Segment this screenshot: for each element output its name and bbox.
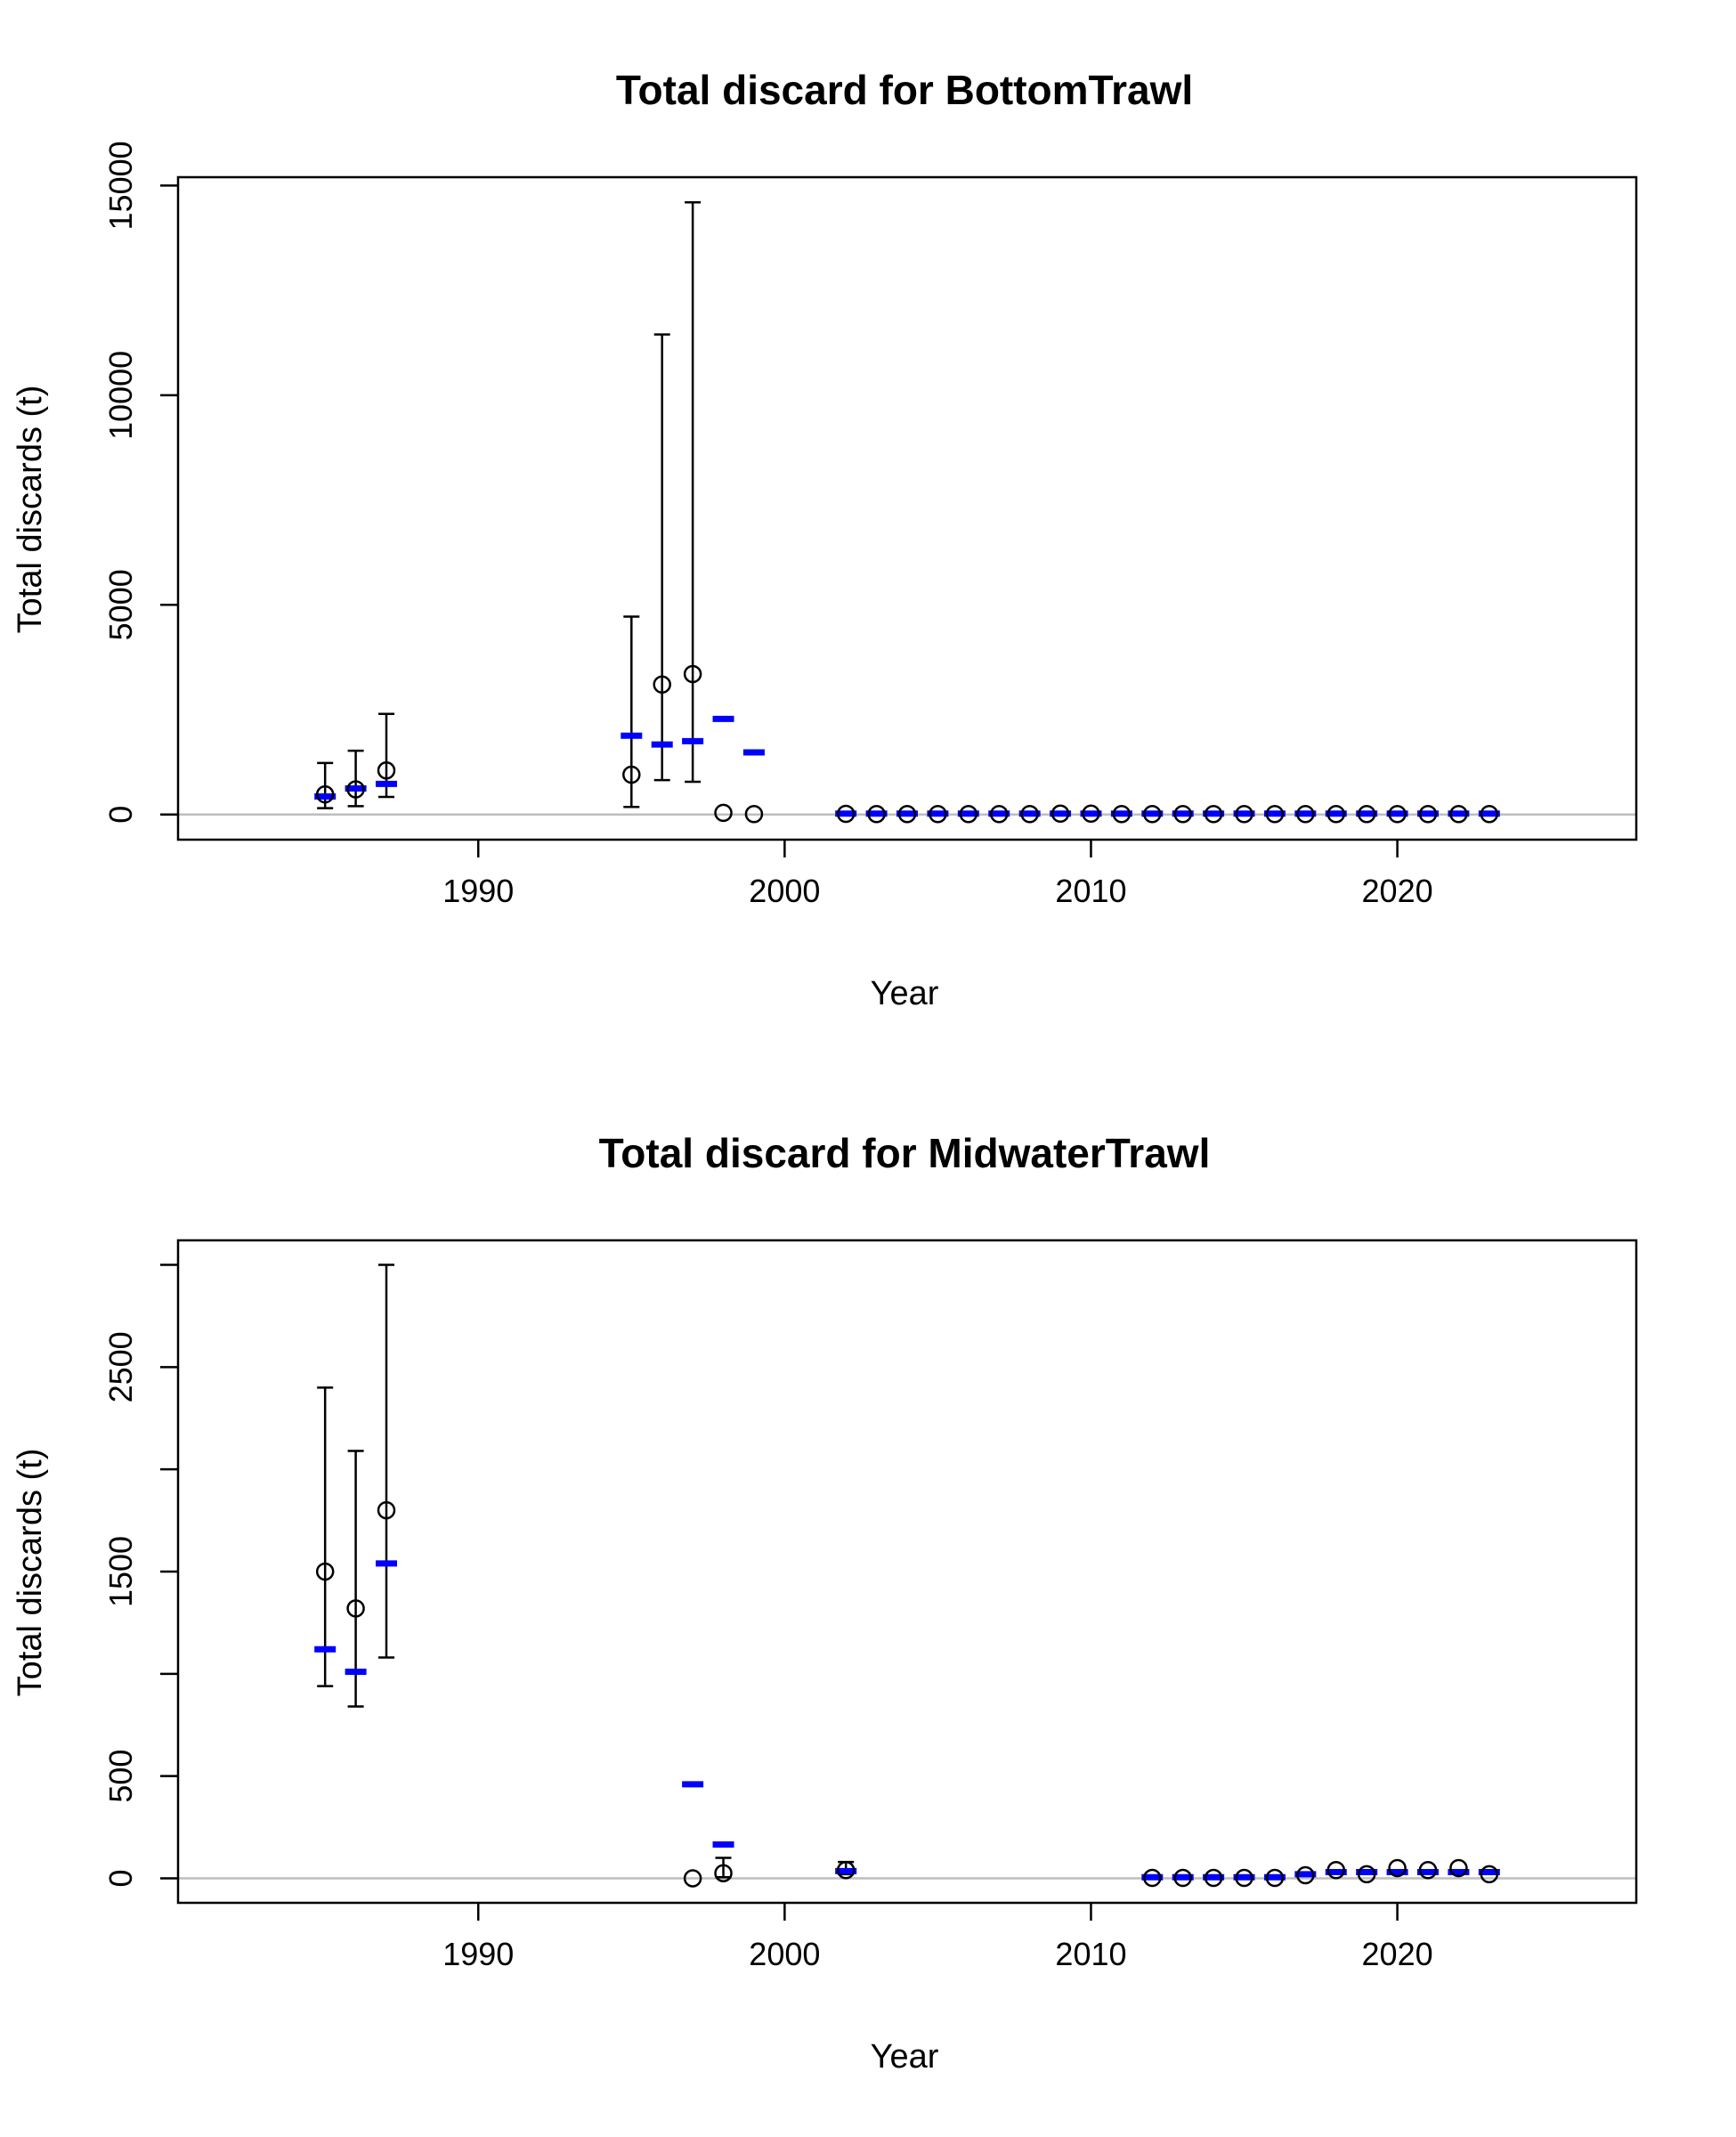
midwatertrawl-panel: Total discard for MidwaterTrawl Year Tot… bbox=[12, 1130, 1638, 2076]
observed-discard-point bbox=[1480, 1865, 1499, 1884]
observed-discard-point bbox=[1296, 805, 1315, 824]
observed-discard-point bbox=[1480, 805, 1499, 824]
observed-discard-point bbox=[959, 805, 978, 824]
x-tick-label: 2020 bbox=[1362, 1936, 1433, 1972]
observed-discard-point bbox=[1296, 1865, 1315, 1885]
observed-discard-point bbox=[744, 805, 764, 824]
x-tick-label: 2010 bbox=[1055, 873, 1126, 909]
observed-discard-point bbox=[346, 780, 365, 799]
x-tick-label: 2000 bbox=[749, 873, 820, 909]
observed-discard-point bbox=[1449, 805, 1468, 824]
observed-discard-point bbox=[653, 675, 671, 695]
observed-discard-point bbox=[315, 784, 335, 804]
plot-frame bbox=[176, 1239, 1638, 1905]
observed-discard-point bbox=[1204, 805, 1223, 824]
chart-title: Total discard for MidwaterTrawl bbox=[599, 1130, 1211, 1176]
y-tick-label: 0 bbox=[102, 1869, 139, 1887]
y-tick-label: 10000 bbox=[102, 351, 139, 440]
observed-discard-point bbox=[1082, 804, 1100, 824]
x-axis-label: Year bbox=[871, 2038, 939, 2076]
y-tick-label: 15000 bbox=[102, 141, 139, 230]
bottomtrawl-panel: Total discard for BottomTrawl Year Total… bbox=[12, 67, 1638, 1012]
plot-frame bbox=[176, 175, 1638, 841]
observed-discard-point bbox=[1204, 1868, 1223, 1888]
observed-discard-point bbox=[1143, 1868, 1162, 1888]
observed-discard-point bbox=[683, 664, 702, 684]
observed-discard-point bbox=[1326, 1861, 1346, 1880]
observed-discard-point bbox=[989, 805, 1009, 824]
observed-discard-point bbox=[377, 1500, 396, 1520]
observed-discard-point bbox=[346, 1599, 365, 1618]
y-tick-label: 1500 bbox=[102, 1536, 139, 1607]
y-axis-label: Total discards (t) bbox=[12, 386, 49, 634]
observed-discard-point bbox=[1143, 805, 1162, 824]
observed-discard-point bbox=[1449, 1858, 1468, 1878]
observed-discard-point bbox=[867, 805, 886, 824]
x-axis-label: Year bbox=[871, 975, 939, 1012]
observed-discard-point bbox=[836, 1861, 856, 1880]
observed-discard-point bbox=[1173, 805, 1192, 824]
observed-discard-point bbox=[377, 761, 396, 780]
observed-discard-point bbox=[1173, 1868, 1192, 1888]
y-tick-label: 0 bbox=[102, 806, 139, 824]
x-tick-label: 2000 bbox=[749, 1936, 820, 1972]
chart-title: Total discard for BottomTrawl bbox=[616, 67, 1193, 113]
observed-discard-point bbox=[836, 804, 856, 824]
x-tick-label: 2010 bbox=[1055, 1936, 1126, 1972]
observed-discard-point bbox=[1418, 1861, 1438, 1880]
y-tick-label: 500 bbox=[102, 1750, 139, 1803]
observed-discard-point bbox=[1265, 805, 1285, 824]
observed-discard-point bbox=[1418, 805, 1438, 824]
observed-discard-point bbox=[1235, 1868, 1253, 1888]
observed-discard-point bbox=[683, 1869, 702, 1888]
observed-discard-point bbox=[1388, 1858, 1407, 1878]
observed-discard-point bbox=[1357, 805, 1376, 824]
x-tick-label: 1990 bbox=[442, 1936, 514, 1972]
observed-discard-point bbox=[1326, 805, 1346, 824]
y-axis-label: Total discards (t) bbox=[12, 1449, 49, 1697]
y-tick-label: 5000 bbox=[102, 569, 139, 640]
observed-discard-point bbox=[315, 1562, 335, 1581]
observed-discard-point bbox=[714, 1864, 733, 1882]
y-tick-label: 2500 bbox=[102, 1331, 139, 1402]
observed-discard-point bbox=[622, 765, 641, 784]
observed-discard-point bbox=[929, 805, 947, 824]
observed-discard-point bbox=[1112, 805, 1132, 824]
x-tick-label: 2020 bbox=[1362, 873, 1433, 909]
observed-discard-point bbox=[1388, 805, 1407, 824]
observed-discard-point bbox=[1235, 805, 1253, 824]
observed-discard-point bbox=[897, 805, 917, 824]
observed-discard-point bbox=[1265, 1868, 1285, 1888]
observed-discard-point bbox=[714, 803, 733, 823]
observed-discard-point bbox=[1051, 804, 1070, 824]
observed-discard-point bbox=[1357, 1865, 1376, 1884]
x-tick-label: 1990 bbox=[442, 873, 514, 909]
observed-discard-point bbox=[1020, 805, 1039, 824]
